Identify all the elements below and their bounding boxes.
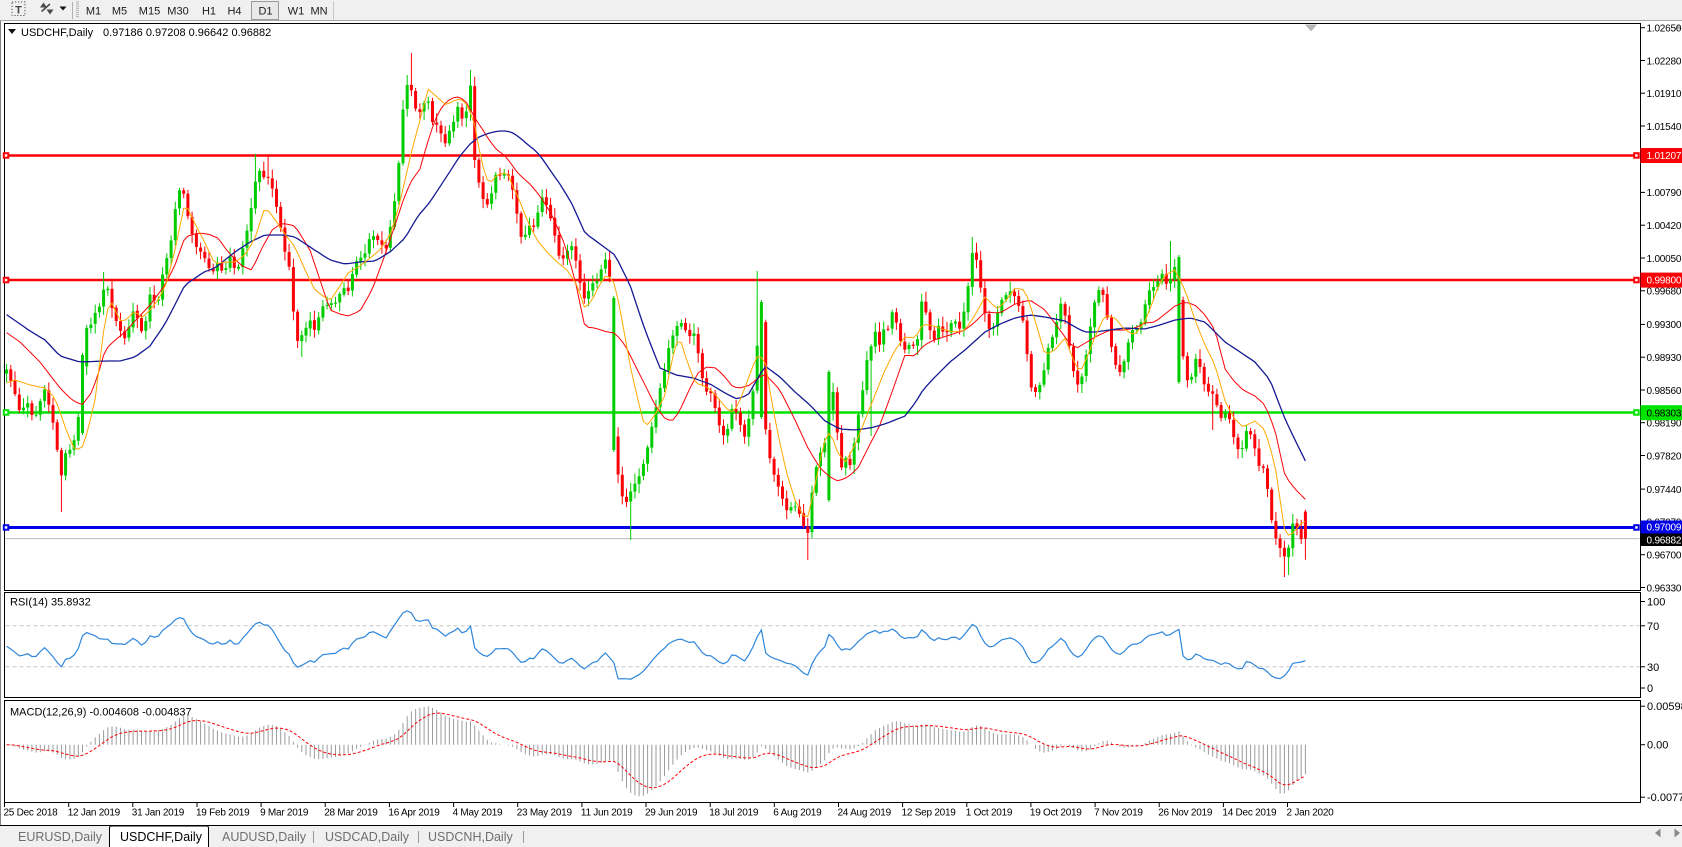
svg-text:1.02280: 1.02280 [1647,56,1682,67]
svg-text:11 Jun 2019: 11 Jun 2019 [581,808,633,819]
svg-text:2 Jan 2020: 2 Jan 2020 [1287,808,1335,819]
svg-text:1.00790: 1.00790 [1647,188,1682,199]
svg-text:0.99680: 0.99680 [1647,287,1682,298]
svg-text:28 Mar 2019: 28 Mar 2019 [324,808,378,819]
svg-text:0.97820: 0.97820 [1647,451,1682,462]
svg-text:D1: D1 [258,6,272,18]
svg-text:100: 100 [1647,597,1665,609]
svg-text:12 Jan 2019: 12 Jan 2019 [68,808,121,819]
svg-text:1.01540: 1.01540 [1647,122,1682,133]
svg-text:1.00050: 1.00050 [1647,254,1682,265]
svg-text:4 May 2019: 4 May 2019 [453,808,503,819]
svg-text:0.97440: 0.97440 [1647,485,1682,496]
svg-text:0.97186 0.97208 0.96642 0.9688: 0.97186 0.97208 0.96642 0.96882 [103,27,271,39]
svg-text:9 Mar 2019: 9 Mar 2019 [260,808,309,819]
svg-text:19 Oct 2019: 19 Oct 2019 [1030,808,1082,819]
svg-text:29 Jun 2019: 29 Jun 2019 [645,808,698,819]
svg-text:USDCAD,Daily: USDCAD,Daily [325,830,410,844]
svg-text:31 Jan 2019: 31 Jan 2019 [132,808,185,819]
svg-text:W1: W1 [288,6,305,18]
svg-text:0.99800: 0.99800 [1647,276,1682,287]
svg-text:24 Aug 2019: 24 Aug 2019 [838,808,892,819]
svg-text:RSI(14) 35.8932: RSI(14) 35.8932 [10,597,91,609]
svg-text:7 Nov 2019: 7 Nov 2019 [1094,808,1143,819]
svg-text:0.97009: 0.97009 [1647,523,1682,534]
svg-text:M1: M1 [86,6,101,18]
svg-text:0.98930: 0.98930 [1647,353,1682,364]
svg-text:M5: M5 [112,6,127,18]
svg-text:1.00420: 1.00420 [1647,221,1682,232]
svg-text:0.99300: 0.99300 [1647,320,1682,331]
svg-text:MN: MN [310,6,327,18]
svg-text:0.98190: 0.98190 [1647,419,1682,430]
svg-text:0.96700: 0.96700 [1647,551,1682,562]
svg-text:T: T [15,5,22,17]
svg-text:70: 70 [1647,621,1659,633]
svg-text:6 Aug 2019: 6 Aug 2019 [773,808,822,819]
svg-text:H4: H4 [227,6,241,18]
svg-text:USDCHF,Daily: USDCHF,Daily [120,830,203,844]
svg-text:H1: H1 [202,6,216,18]
svg-text:M30: M30 [167,6,188,18]
svg-text:USDCNH,Daily: USDCNH,Daily [428,830,513,844]
svg-text:30: 30 [1647,662,1659,674]
svg-text:AUDUSD,Daily: AUDUSD,Daily [222,830,307,844]
svg-text:0.98560: 0.98560 [1647,386,1682,397]
svg-text:25 Dec 2018: 25 Dec 2018 [4,808,59,819]
svg-text:16 Apr 2019: 16 Apr 2019 [388,808,440,819]
svg-text:26 Nov 2019: 26 Nov 2019 [1158,808,1213,819]
svg-text:12 Sep 2019: 12 Sep 2019 [902,808,957,819]
svg-text:0.96882: 0.96882 [1647,535,1682,546]
svg-text:0.98303: 0.98303 [1647,408,1682,419]
svg-text:18 Jul 2019: 18 Jul 2019 [709,808,759,819]
svg-text:0.96330: 0.96330 [1647,583,1682,594]
svg-text:14 Dec 2019: 14 Dec 2019 [1222,808,1277,819]
svg-text:-0.007737: -0.007737 [1647,792,1682,804]
svg-text:0.005986: 0.005986 [1647,701,1682,713]
svg-text:USDCHF,Daily: USDCHF,Daily [21,27,94,39]
svg-text:1 Oct 2019: 1 Oct 2019 [966,808,1013,819]
svg-text:1.01910: 1.01910 [1647,89,1682,100]
svg-text:0: 0 [1647,683,1653,695]
svg-text:1.02650: 1.02650 [1647,24,1682,35]
svg-text:M15: M15 [139,6,160,18]
svg-text:19 Feb 2019: 19 Feb 2019 [196,808,250,819]
svg-text:1.01207: 1.01207 [1647,151,1682,162]
svg-text:EURUSD,Daily: EURUSD,Daily [18,830,103,844]
svg-text:0.00: 0.00 [1647,740,1668,752]
svg-text:23 May 2019: 23 May 2019 [517,808,573,819]
svg-text:MACD(12,26,9) -0.004608 -0.004: MACD(12,26,9) -0.004608 -0.004837 [10,707,192,719]
